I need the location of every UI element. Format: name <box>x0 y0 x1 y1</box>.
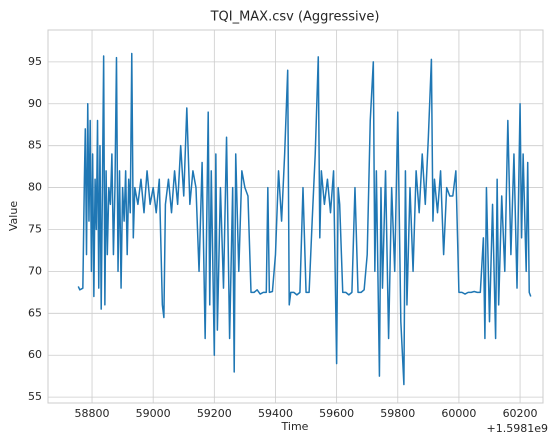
y-tick-label: 90 <box>28 97 42 110</box>
y-tick-label: 60 <box>28 348 42 361</box>
y-tick-label: 75 <box>28 222 42 235</box>
y-tick-label: 95 <box>28 55 42 68</box>
x-offset-label: +1.5981e9 <box>487 422 548 435</box>
x-tick-label: 60200 <box>503 407 538 420</box>
x-tick-label: 59000 <box>136 407 171 420</box>
y-axis-label: Value <box>7 201 20 231</box>
y-tick-label: 55 <box>28 390 42 403</box>
plot-frame <box>47 29 544 404</box>
x-tick-label: 60000 <box>441 407 476 420</box>
x-tick-label: 58800 <box>75 407 110 420</box>
y-tick-label: 80 <box>28 181 42 194</box>
x-tick-label: 59800 <box>380 407 415 420</box>
x-tick-label: 59400 <box>258 407 293 420</box>
data-line <box>77 52 532 386</box>
chart-title: TQI_MAX.csv (Aggressive) <box>210 10 380 25</box>
x-axis-label: Time <box>281 420 309 433</box>
x-tick-label: 59200 <box>197 407 232 420</box>
y-tick-label: 65 <box>28 306 42 319</box>
y-tick-label: 70 <box>28 264 42 277</box>
x-tick-label: 59600 <box>319 407 354 420</box>
y-tick-label: 85 <box>28 139 42 152</box>
